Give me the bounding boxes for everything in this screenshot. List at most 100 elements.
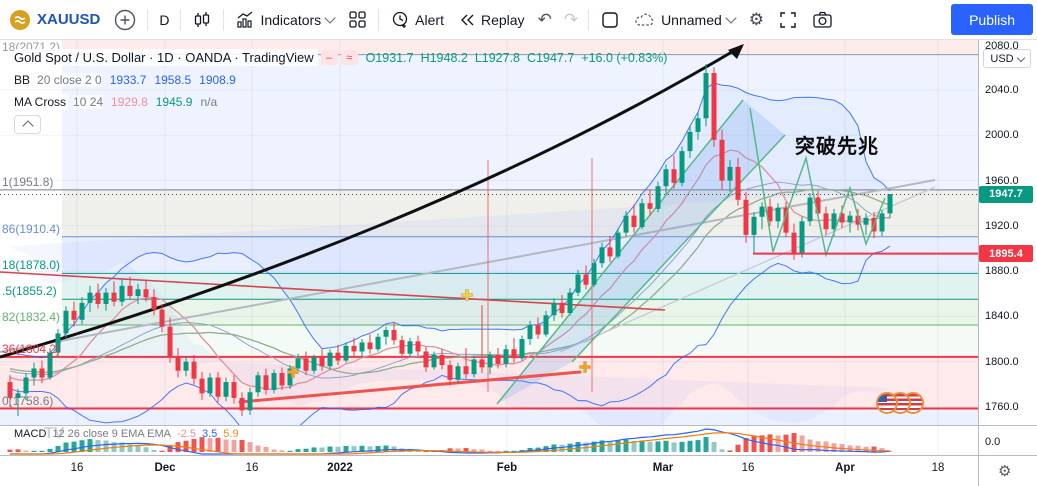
macd-histogram-bar bbox=[351, 446, 357, 452]
candle bbox=[47, 348, 53, 380]
macd-histogram-bar bbox=[879, 448, 885, 452]
layout-single-icon[interactable] bbox=[593, 5, 627, 35]
candle bbox=[87, 285, 93, 312]
candle bbox=[863, 213, 869, 235]
symbol-title[interactable]: Gold Spot / U.S. Dollar · 1D · OANDA · T… bbox=[14, 49, 318, 66]
indicators-label: Indicators bbox=[260, 11, 322, 28]
replay-button[interactable]: Replay bbox=[451, 5, 532, 35]
toolbar-separator bbox=[588, 8, 590, 31]
black-trend-curve bbox=[0, 44, 743, 359]
candles[interactable] bbox=[7, 63, 893, 417]
macd-histogram-bar bbox=[423, 450, 429, 452]
macd-histogram-bar bbox=[7, 449, 13, 452]
macd-histogram-bar bbox=[751, 435, 757, 452]
candle bbox=[847, 211, 853, 233]
candle bbox=[543, 310, 549, 337]
candle bbox=[159, 303, 165, 333]
candle bbox=[231, 375, 237, 404]
macd-line-value: 3.5 bbox=[201, 428, 218, 440]
macd-histogram-bar bbox=[783, 434, 789, 452]
publish-button[interactable]: Publish bbox=[951, 4, 1033, 35]
open-value: O1931.7 bbox=[365, 50, 414, 65]
candle bbox=[591, 258, 597, 287]
candle bbox=[759, 202, 765, 230]
candle bbox=[343, 342, 349, 363]
indicators-button[interactable]: Indicators bbox=[228, 5, 341, 35]
macd-histogram-bar bbox=[495, 450, 501, 452]
flag-blue-field bbox=[878, 395, 887, 402]
cloud-save-button[interactable]: Unnamed bbox=[627, 5, 742, 35]
settings-gear-icon[interactable]: ⚙ bbox=[748, 9, 765, 29]
legend-bb-row[interactable]: BB 20 close 2 0 1933.7 1958.5 1908.9 bbox=[14, 71, 667, 88]
legend-ma-row[interactable]: MA Cross 10 24 1929.8 1945.9 n/a bbox=[14, 93, 667, 110]
interval-button[interactable]: D bbox=[159, 11, 170, 28]
bb-params: 20 close 2 0 bbox=[37, 72, 102, 87]
ma-slow-line bbox=[9, 188, 891, 375]
price-axis[interactable]: 2080.0 USD 0.0 2040.0 2000.0 1960.0 1920.0 1… bbox=[978, 40, 1037, 486]
bb-value-upper: 1958.5 bbox=[154, 72, 192, 87]
candle bbox=[559, 294, 565, 318]
candle bbox=[423, 346, 429, 372]
screenshot-camera-icon[interactable] bbox=[805, 5, 840, 35]
time-axis[interactable]: 16 Dec 16 2022 Feb Mar 16 Apr 18 bbox=[0, 455, 978, 486]
currency-dropdown[interactable]: USD bbox=[983, 49, 1031, 68]
compare-add-icon[interactable] bbox=[107, 5, 143, 35]
macd-histogram-bar bbox=[31, 450, 37, 452]
plus-marker bbox=[579, 361, 591, 373]
chart-style-icon[interactable] bbox=[185, 5, 219, 35]
candle bbox=[319, 349, 325, 371]
toolbar-separator bbox=[147, 8, 149, 31]
candle bbox=[407, 337, 413, 357]
green-zigzag-drawing bbox=[749, 107, 886, 258]
candle bbox=[223, 377, 229, 402]
price-tick-label: 1800.0 bbox=[985, 355, 1019, 368]
macd-legend-row[interactable]: MACD 12 26 close 9 EMA EMA -2.5 3.5 5.9 bbox=[14, 428, 239, 440]
macd-histogram-bar bbox=[167, 446, 173, 452]
candle bbox=[103, 288, 109, 311]
fullscreen-icon[interactable] bbox=[771, 5, 805, 35]
macd-histogram-bar bbox=[15, 449, 21, 452]
candle bbox=[551, 298, 557, 321]
macd-histogram-bar bbox=[615, 440, 621, 452]
macd-histogram-bar bbox=[319, 447, 325, 452]
candle bbox=[783, 202, 789, 238]
layout-grid-icon[interactable] bbox=[341, 5, 374, 35]
candle bbox=[535, 317, 541, 340]
alert-button[interactable]: Alert bbox=[383, 5, 451, 35]
candle bbox=[119, 279, 125, 307]
candle bbox=[463, 348, 469, 379]
time-tick-label: Dec bbox=[154, 462, 176, 474]
candle bbox=[327, 349, 333, 370]
ma-na-value: n/a bbox=[200, 94, 218, 109]
legend-wave-icon[interactable]: ≈ bbox=[340, 50, 358, 65]
pane-separator[interactable] bbox=[0, 425, 1037, 426]
candle bbox=[415, 335, 421, 357]
candle bbox=[823, 206, 829, 235]
legend-collapse-button[interactable] bbox=[14, 115, 41, 134]
macd-histogram-bar bbox=[735, 444, 741, 452]
macd-histogram-bar bbox=[127, 444, 133, 452]
candle bbox=[175, 348, 181, 378]
bb-basis bbox=[9, 181, 891, 379]
symbol-button[interactable]: XAUUSD bbox=[37, 11, 101, 28]
candle bbox=[735, 157, 741, 206]
legend-hide-icon[interactable]: – bbox=[320, 50, 338, 65]
macd-histogram-bar bbox=[359, 445, 365, 452]
candle bbox=[703, 63, 709, 127]
macd-histogram-bar bbox=[607, 441, 613, 452]
candle bbox=[55, 328, 61, 358]
candle bbox=[679, 146, 685, 187]
alert-price-badge: 1895.4 bbox=[979, 245, 1033, 263]
candle bbox=[479, 305, 485, 373]
macd-histogram-bar bbox=[799, 435, 805, 452]
red-support-line bbox=[238, 370, 582, 404]
macd-histogram-bar bbox=[367, 446, 373, 452]
axis-settings-gear-icon[interactable]: ⚙ bbox=[998, 462, 1012, 480]
macd-histogram-bar bbox=[71, 441, 77, 452]
rising-channel-line bbox=[571, 134, 786, 363]
bb-upper-band bbox=[9, 82, 891, 359]
undo-icon[interactable]: ↶ bbox=[537, 9, 552, 29]
gray-trendline-2 bbox=[559, 186, 936, 353]
